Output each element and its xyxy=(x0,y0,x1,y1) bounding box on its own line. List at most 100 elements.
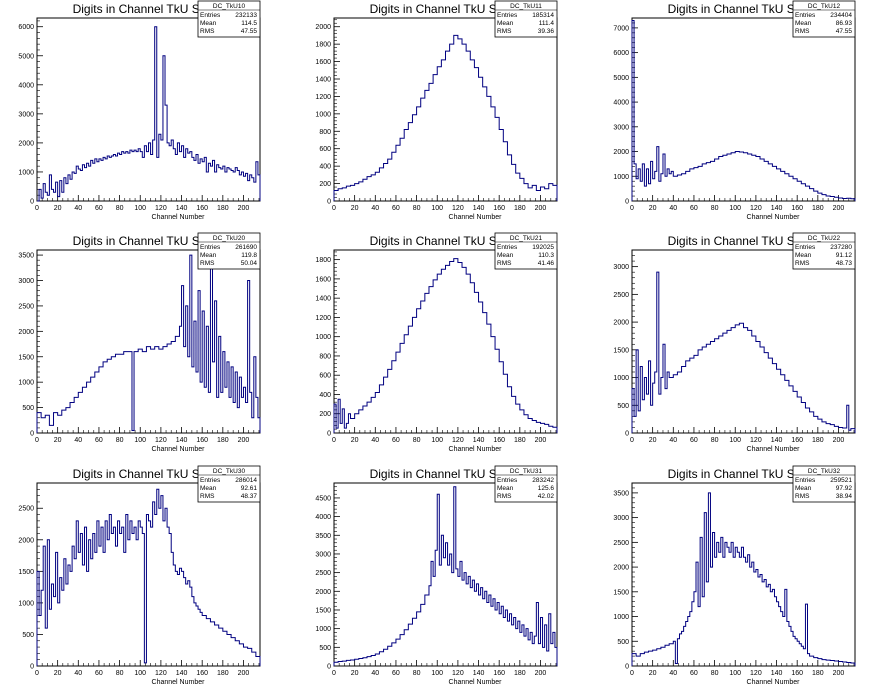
x-tick-label: 40 xyxy=(669,670,677,677)
histogram-panel: Digits in Channel TkU S3 P10500100015002… xyxy=(315,465,558,686)
x-tick-label: 60 xyxy=(95,437,103,444)
x-axis-label: Channel Number xyxy=(152,446,206,453)
x-tick-label: 180 xyxy=(514,437,526,444)
x-tick-label: 140 xyxy=(176,205,188,212)
x-tick-label: 120 xyxy=(750,205,762,212)
chart-title: Digits in Channel TkU S2 P2 xyxy=(668,234,820,248)
x-tick-label: 60 xyxy=(690,670,698,677)
x-axis-label: Channel Number xyxy=(152,214,206,221)
y-tick-label: 2000 xyxy=(315,24,331,31)
stats-value: 237280 xyxy=(830,244,852,251)
x-tick-label: 80 xyxy=(116,437,124,444)
stats-value: 192025 xyxy=(532,244,554,251)
x-tick-label: 40 xyxy=(371,205,379,212)
stats-key: RMS xyxy=(795,28,810,35)
x-tick-label: 40 xyxy=(669,205,677,212)
stats-value: 47.55 xyxy=(241,28,258,35)
x-tick-label: 60 xyxy=(392,205,400,212)
stats-name: DC_TkU22 xyxy=(808,235,841,242)
y-tick-label: 2000 xyxy=(315,589,331,596)
chart-title: Digits in Channel TkU S3 P2 xyxy=(668,467,820,481)
stats-key: RMS xyxy=(497,493,512,500)
stats-name: DC_TkU10 xyxy=(213,3,246,10)
stats-key: RMS xyxy=(200,28,215,35)
y-tick-label: 1500 xyxy=(18,569,34,576)
chart-title: Digits in Channel TkU S1 P0 xyxy=(73,2,225,16)
histogram-series xyxy=(37,26,261,202)
x-tick-label: 100 xyxy=(134,205,146,212)
stats-key: Mean xyxy=(497,20,514,27)
y-tick-label: 0 xyxy=(30,199,34,206)
y-tick-label: 3000 xyxy=(18,278,34,285)
stats-value: 42.02 xyxy=(538,493,555,500)
chart-title: Digits in Channel TkU S3 P1 xyxy=(370,467,522,481)
x-tick-label: 180 xyxy=(514,670,526,677)
x-tick-label: 120 xyxy=(452,205,464,212)
x-tick-label: 80 xyxy=(413,670,421,677)
x-axis-label: Channel Number xyxy=(449,214,503,221)
x-tick-label: 160 xyxy=(791,205,803,212)
x-tick-label: 80 xyxy=(116,205,124,212)
x-tick-label: 180 xyxy=(217,437,229,444)
stats-key: Entries xyxy=(497,477,518,484)
y-tick-label: 0 xyxy=(327,431,331,438)
stats-key: RMS xyxy=(795,260,810,267)
y-tick-label: 3000 xyxy=(613,124,629,131)
x-tick-label: 120 xyxy=(750,670,762,677)
stats-value: 259521 xyxy=(830,477,852,484)
plot-frame xyxy=(333,482,558,667)
y-tick-label: 6000 xyxy=(613,50,629,57)
x-tick-label: 180 xyxy=(217,670,229,677)
histogram-panel: Digits in Channel TkU S2 P20500100015002… xyxy=(613,232,856,453)
x-tick-label: 80 xyxy=(711,437,719,444)
y-tick-label: 1400 xyxy=(315,296,331,303)
y-tick-label: 1000 xyxy=(613,174,629,181)
x-tick-label: 100 xyxy=(431,670,443,677)
stats-value: 47.55 xyxy=(836,28,853,35)
chart-title: Digits in Channel TkU S2 P1 xyxy=(370,234,522,248)
stats-key: RMS xyxy=(497,260,512,267)
x-tick-label: 140 xyxy=(473,205,485,212)
stats-box xyxy=(197,0,261,38)
x-axis-label: Channel Number xyxy=(449,679,503,686)
y-tick-label: 500 xyxy=(22,405,34,412)
x-tick-label: 200 xyxy=(238,670,250,677)
stats-value: 286014 xyxy=(235,477,257,484)
x-tick-label: 40 xyxy=(669,437,677,444)
y-tick-label: 3500 xyxy=(18,253,34,260)
y-tick-label: 0 xyxy=(30,664,34,671)
stats-name: DC_TkU32 xyxy=(808,468,841,475)
y-tick-label: 1000 xyxy=(613,614,629,621)
x-tick-label: 40 xyxy=(371,437,379,444)
histogram-panel: Digits in Channel TkU S3 P20500100015002… xyxy=(613,465,856,686)
x-tick-label: 40 xyxy=(371,670,379,677)
y-tick-label: 1200 xyxy=(315,94,331,101)
y-tick-label: 1000 xyxy=(18,169,34,176)
stats-key: Mean xyxy=(795,252,812,259)
x-tick-label: 200 xyxy=(238,437,250,444)
stats-name: DC_TkU20 xyxy=(213,235,246,242)
x-tick-label: 120 xyxy=(750,437,762,444)
chart-title: Digits in Channel TkU S3 P0 xyxy=(73,467,225,481)
stats-box xyxy=(494,465,558,503)
y-tick-label: 800 xyxy=(319,353,331,360)
y-tick-label: 1200 xyxy=(315,315,331,322)
stats-box xyxy=(792,465,856,503)
histogram-series xyxy=(631,19,856,201)
y-tick-label: 2500 xyxy=(613,292,629,299)
x-tick-label: 60 xyxy=(690,437,698,444)
y-tick-label: 1800 xyxy=(315,257,331,264)
y-tick-label: 4000 xyxy=(18,82,34,89)
x-tick-label: 0 xyxy=(332,670,336,677)
x-tick-label: 60 xyxy=(95,670,103,677)
stats-value: 261690 xyxy=(235,244,257,251)
stats-value: 86.93 xyxy=(836,20,853,27)
y-tick-label: 0 xyxy=(625,431,629,438)
x-tick-label: 140 xyxy=(771,437,783,444)
y-tick-label: 800 xyxy=(319,129,331,136)
stats-key: Entries xyxy=(795,477,816,484)
y-tick-label: 2000 xyxy=(613,149,629,156)
y-tick-label: 500 xyxy=(319,645,331,652)
x-tick-label: 40 xyxy=(74,205,82,212)
y-tick-label: 2000 xyxy=(613,320,629,327)
